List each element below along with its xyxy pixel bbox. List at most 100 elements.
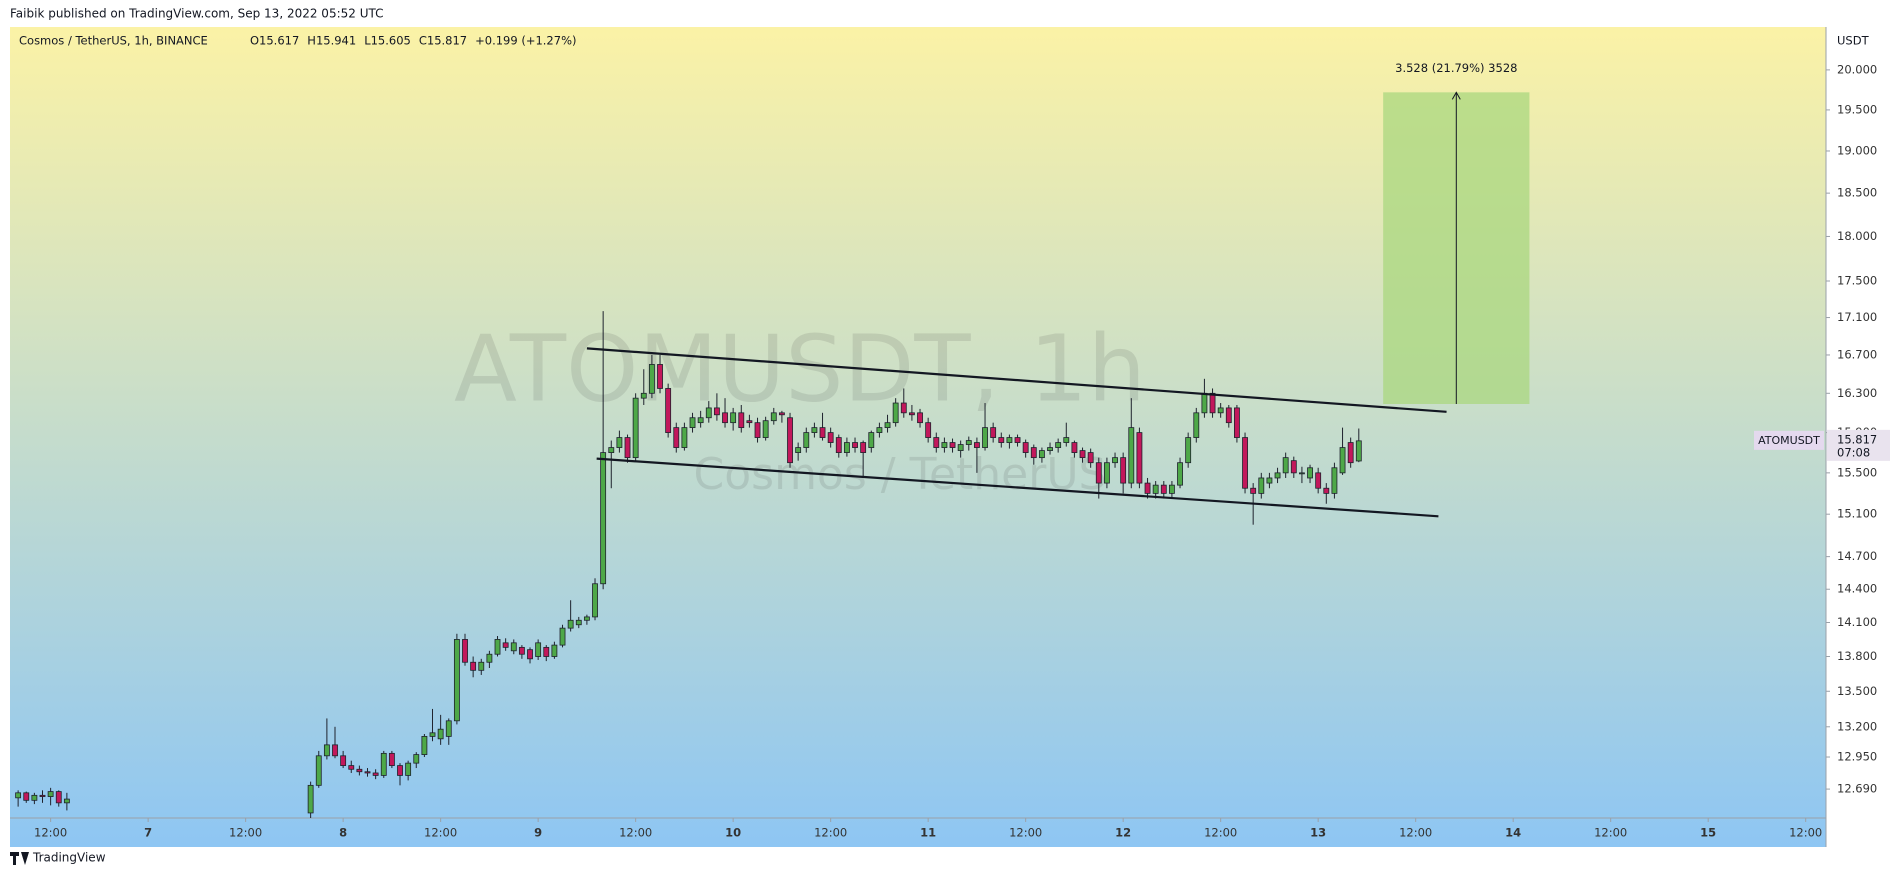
candle-body: [648, 364, 655, 394]
x-tick-label: 12:00: [229, 826, 262, 840]
ohlc-legend-item: C15.817: [419, 34, 467, 48]
candle-body: [778, 412, 785, 416]
candle-body: [1315, 472, 1322, 489]
projection-arrowhead: [1451, 91, 1461, 100]
plot-area: [15, 91, 1530, 818]
candle-body: [31, 794, 38, 801]
candle-body: [933, 437, 940, 448]
candle-body: [518, 646, 525, 655]
candle-body: [429, 732, 436, 737]
candle-body: [1014, 437, 1021, 443]
candle-body: [917, 412, 923, 424]
candle-body: [1233, 407, 1240, 438]
candle-body: [543, 646, 550, 657]
candle-body: [502, 642, 509, 648]
x-tick-label: 12:00: [424, 826, 457, 840]
candle-body: [990, 427, 997, 438]
footer-logo: [10, 852, 29, 865]
candle-body: [616, 437, 623, 448]
candle-body: [811, 427, 818, 433]
candle-body: [730, 412, 737, 424]
candle-body: [55, 791, 62, 804]
candle-body: [1339, 447, 1346, 474]
candle-body: [657, 364, 663, 389]
x-tick-label: 8: [339, 826, 347, 840]
candle-body: [63, 798, 70, 804]
candle-body: [1217, 407, 1224, 414]
x-tick-label: 12:00: [1399, 826, 1432, 840]
candle-body: [754, 422, 761, 438]
candle-body: [665, 388, 672, 433]
candle-body: [713, 407, 720, 416]
candle-body: [592, 583, 598, 618]
candle-body: [453, 639, 460, 722]
x-tick-label: 12:00: [34, 826, 67, 840]
y-tick-label: 14.700: [1837, 549, 1877, 563]
candle-body: [982, 427, 988, 448]
watermark-subtitle: Cosmos / TetherUS: [694, 449, 1107, 500]
x-tick-label: 12: [1115, 826, 1131, 840]
candle-body: [608, 447, 615, 453]
candle-body: [1152, 484, 1159, 494]
x-tick-label: 12:00: [1594, 826, 1627, 840]
candle-body: [998, 437, 1005, 443]
candle-body: [340, 755, 347, 766]
candle-body: [1087, 452, 1094, 464]
watermark-title: ATOMUSDT, 1h: [454, 315, 1146, 422]
candle-body: [413, 754, 420, 764]
candle-body: [1258, 477, 1265, 494]
candle-body: [1282, 457, 1289, 474]
candle-body: [1290, 460, 1297, 474]
candle-body: [795, 447, 802, 453]
candle-body: [372, 772, 379, 776]
candle-body: [535, 642, 542, 657]
candle-body: [478, 661, 485, 671]
candle-body: [770, 412, 777, 422]
y-tick-label: 13.500: [1837, 684, 1877, 698]
candle-body: [689, 417, 696, 429]
x-tick-label: 7: [144, 826, 152, 840]
last-price-value: 15.817: [1837, 432, 1877, 446]
trendline: [586, 347, 1447, 413]
candle-body: [348, 765, 355, 770]
candle-body: [1225, 407, 1232, 424]
candle-body: [1307, 467, 1313, 479]
x-tick-label: 13: [1310, 826, 1326, 840]
candle-body: [1299, 472, 1305, 475]
x-tick-label: 12:00: [1009, 826, 1042, 840]
candle-body: [1266, 477, 1273, 484]
candle-body: [965, 440, 972, 445]
candle-body: [1185, 437, 1192, 464]
candle-body: [15, 792, 22, 799]
y-tick-label: 19.500: [1837, 102, 1877, 116]
candle-body: [1323, 487, 1330, 494]
candle-body: [1030, 447, 1037, 459]
candle-body: [1144, 482, 1151, 494]
candle-body: [673, 427, 680, 448]
candle-body: [705, 407, 712, 419]
y-tick-label: 18.000: [1837, 229, 1877, 243]
candle-body: [388, 752, 395, 766]
x-tick-label: 14: [1505, 826, 1521, 840]
candle-body: [762, 420, 769, 438]
candle-body: [1120, 457, 1127, 484]
candle-body: [1136, 432, 1143, 484]
candle-body: [1047, 447, 1053, 451]
x-tick-label: 12:00: [1204, 826, 1237, 840]
candle-body: [843, 442, 850, 453]
ohlc-legend-item: L15.605: [364, 34, 411, 48]
candle-body: [567, 619, 574, 629]
candle-body: [925, 422, 932, 438]
candle-body: [421, 736, 428, 755]
candle-body: [1168, 484, 1175, 494]
candle-body: [332, 744, 338, 757]
published-note: Faibik published on TradingView.com, Sep…: [10, 7, 384, 21]
candle-body: [941, 442, 948, 448]
x-tick-label: 12:00: [814, 826, 847, 840]
candle-body: [1063, 437, 1070, 443]
y-tick-label: 20.000: [1837, 62, 1877, 76]
candle-body: [1112, 457, 1118, 464]
candle-body: [437, 728, 444, 740]
y-tick-label: 16.700: [1837, 347, 1877, 361]
y-tick-label: 14.100: [1837, 615, 1877, 629]
